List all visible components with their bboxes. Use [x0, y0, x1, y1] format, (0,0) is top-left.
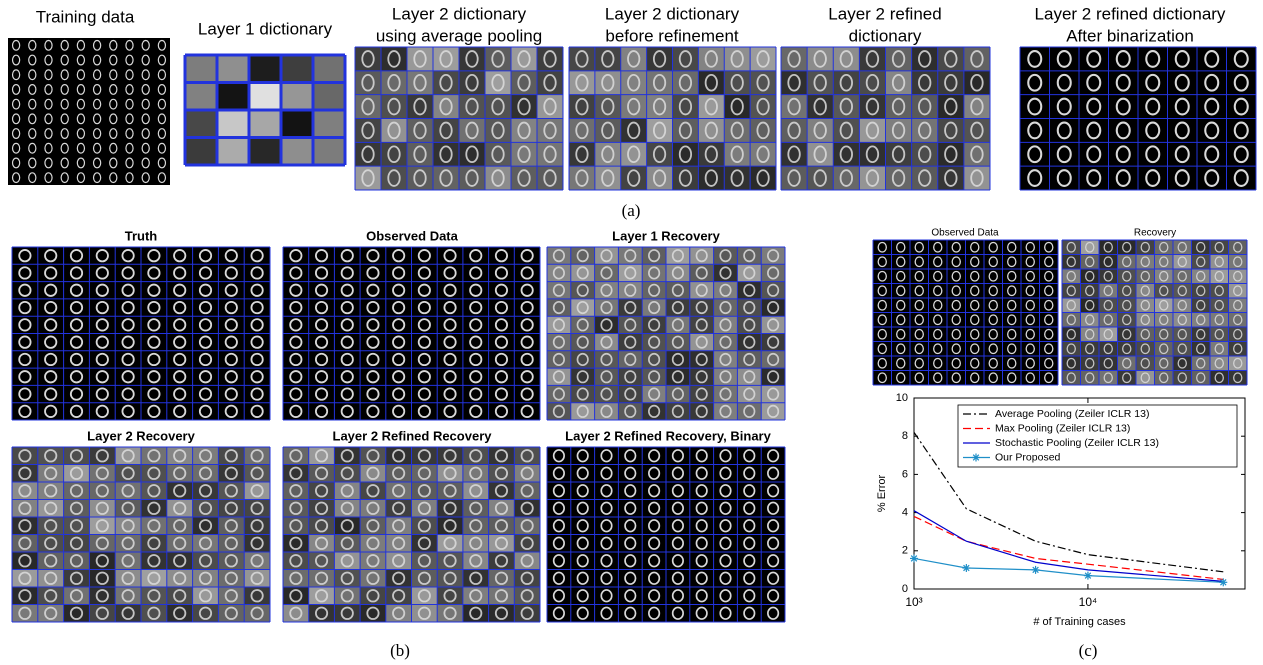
panel-title: Layer 1 dictionary: [198, 19, 333, 38]
image-panel: [1062, 240, 1247, 385]
image-panel: [12, 247, 270, 420]
y-tick-label: 2: [902, 545, 908, 557]
y-axis-label: % Error: [876, 475, 888, 513]
image-cell: [217, 83, 249, 111]
point-marker: [962, 564, 970, 572]
image-panel: [185, 55, 345, 165]
panel-title: Observed Data: [931, 228, 999, 239]
image-panel: [547, 447, 785, 622]
x-tick-label: 10⁴: [1079, 595, 1098, 609]
image-cell: [249, 83, 281, 111]
panel-title: Layer 2 dictionary: [605, 4, 740, 23]
image-cell: [281, 83, 313, 111]
image-cell: [313, 55, 345, 83]
image-cell: [249, 110, 281, 138]
image-cell: [185, 83, 217, 111]
panel-title: After binarization: [1066, 26, 1194, 45]
image-panel: [873, 240, 1058, 385]
legend-label: Our Proposed: [995, 451, 1061, 463]
panel-title: dictionary: [849, 26, 922, 45]
image-panel: [547, 247, 785, 420]
legend-label: Average Pooling (Zeiler ICLR 13): [995, 408, 1149, 420]
figure: Training data Layer 1 dictionary Layer 2 d…: [0, 0, 1263, 665]
legend-marker: [972, 454, 980, 462]
panel-title: Layer 1 Recovery: [612, 228, 720, 243]
caption: (a): [622, 201, 641, 220]
image-cell: [281, 110, 313, 138]
y-tick-label: 4: [902, 507, 908, 519]
panel-title: Recovery: [1134, 228, 1176, 239]
panel-title: Observed Data: [366, 228, 459, 243]
image-cell: [217, 110, 249, 138]
image-cell: [281, 55, 313, 83]
panel-title: Layer 2 Recovery: [87, 428, 195, 443]
image-cell: [249, 138, 281, 166]
image-panel: [569, 47, 776, 190]
image-cell: [185, 55, 217, 83]
image-panel: [355, 47, 563, 190]
panel-title: Training data: [36, 7, 135, 26]
legend-label: Max Pooling (Zeiler ICLR 13): [995, 422, 1130, 434]
point-marker: [1084, 572, 1092, 580]
image-panel: [283, 247, 540, 420]
image-cell: [185, 138, 217, 166]
image-cell: [313, 110, 345, 138]
image-cell: [249, 55, 281, 83]
x-tick-label: 10³: [905, 595, 922, 609]
image-cell: [217, 55, 249, 83]
image-cell: [281, 138, 313, 166]
panel-title: Truth: [125, 228, 158, 243]
image-cell: [313, 83, 345, 111]
caption: (c): [1079, 641, 1098, 660]
caption: (b): [390, 641, 410, 660]
image-panel: [1020, 47, 1256, 190]
panel-title: before refinement: [605, 26, 739, 45]
y-tick-label: 8: [902, 430, 908, 442]
image-cell: [217, 138, 249, 166]
image-cell: [185, 110, 217, 138]
y-tick-label: 0: [902, 583, 908, 595]
image-cell: [313, 138, 345, 166]
panel-title: using average pooling: [376, 26, 542, 45]
image-panel: [781, 47, 990, 190]
y-tick-label: 10: [896, 392, 908, 404]
panel-title: Layer 2 dictionary: [392, 4, 527, 23]
legend-label: Stochastic Pooling (Zeiler ICLR 13): [995, 437, 1159, 449]
image-panel: [8, 38, 170, 185]
image-background: [8, 38, 170, 185]
point-marker: [1032, 566, 1040, 574]
x-axis-label: # of Training cases: [1033, 616, 1126, 628]
panel-title: Layer 2 refined: [828, 4, 941, 23]
point-marker: [910, 554, 918, 562]
image-panel: [283, 447, 540, 622]
point-marker: [1219, 578, 1227, 586]
y-tick-label: 6: [902, 468, 908, 480]
panel-title: Layer 2 Refined Recovery: [333, 428, 493, 443]
image-panel: [12, 447, 270, 622]
panel-title: Layer 2 refined dictionary: [1035, 4, 1226, 23]
panel-title: Layer 2 Refined Recovery, Binary: [565, 428, 771, 443]
